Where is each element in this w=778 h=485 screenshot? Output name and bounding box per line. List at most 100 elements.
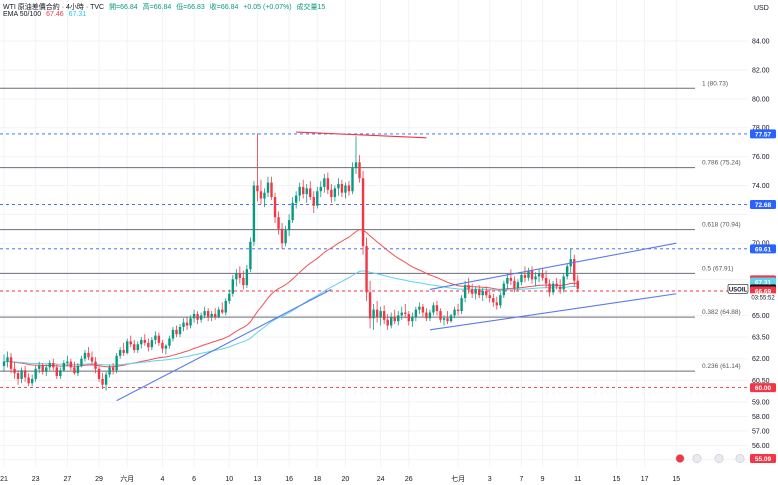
candle-body [13, 368, 16, 374]
candle-body [69, 361, 73, 368]
countdown-text: 03:55:52 [751, 295, 775, 301]
economic-event-icon [714, 453, 724, 463]
candle-body [344, 185, 347, 193]
price-tag-text: 69.61 [755, 246, 772, 253]
ohlc-close: 收=66.84 [209, 4, 239, 11]
candle-body [544, 277, 548, 284]
candle-body [530, 270, 534, 280]
time-axis-label: 15 [672, 476, 680, 483]
candle-body [136, 344, 139, 351]
candle-body [62, 363, 66, 371]
price-axis-label: 57.00 [752, 428, 770, 435]
candle-body [171, 329, 175, 339]
price-tag-bg [750, 200, 776, 210]
candle-body [326, 178, 330, 190]
candle-body [224, 300, 227, 313]
candle-body [266, 182, 270, 193]
candle-body [474, 289, 477, 294]
candle-body [386, 319, 389, 326]
time-axis-label: 20 [342, 476, 350, 483]
candle-body [199, 315, 203, 320]
price-axis-label: 78.00 [752, 125, 770, 132]
legend-ema[interactable]: EMA 50/100 67.46 67.31 [3, 11, 89, 18]
candle-body [126, 341, 129, 353]
event-flag-icon [675, 453, 685, 463]
fibonacci-retracement[interactable]: 1 (80.73) 0.786 (75.24) 0.618 (70.94) 0.5 (… [0, 80, 741, 372]
grid [0, 0, 748, 467]
candle-body [453, 309, 456, 316]
symbol-name: WTI 原油差價合約 · 4小時 · TVC [3, 4, 105, 11]
price-axis-label: 63.50 [752, 335, 770, 342]
candle-body [87, 352, 90, 358]
candle-body [280, 228, 284, 244]
price-axis[interactable]: 56.00 57.00 58.00 59.00 60.50 62.00 63.50 65.00… [752, 5, 770, 450]
fib-level-label: 0.618 (70.94) [702, 222, 741, 229]
candle-body [90, 357, 94, 362]
candle-body [66, 361, 69, 364]
candle-body [143, 339, 146, 343]
candle-body [2, 361, 6, 366]
candle-body [38, 365, 41, 369]
price-axis-label: 70.00 [752, 241, 770, 248]
ohlc-change: +0.05 (+0.07%) [243, 4, 292, 11]
candle-body [495, 302, 498, 306]
price-tag-bg [750, 244, 776, 254]
candle-body [513, 280, 516, 288]
event-icons[interactable] [675, 453, 745, 463]
candle-body [312, 197, 315, 206]
candle-body [558, 286, 562, 290]
candle-body [122, 350, 125, 353]
candle-body [245, 269, 249, 286]
price-tag-bg [750, 129, 776, 139]
candle-body [94, 361, 97, 369]
candle-body [150, 339, 154, 348]
support-trendline [116, 288, 332, 402]
candle-body [30, 378, 34, 384]
candle-body [182, 322, 185, 327]
time-axis-label: 27 [63, 476, 71, 483]
candle-body [147, 342, 150, 348]
candle-body [20, 370, 23, 379]
candle-body [435, 305, 439, 312]
candle-body [175, 329, 178, 335]
candle-body [129, 341, 132, 345]
candle-body [235, 273, 238, 280]
price-tag-text: 67.31 [755, 280, 772, 287]
candle-body [460, 298, 463, 312]
candle-body [9, 357, 13, 369]
candle-body [316, 191, 319, 206]
ema100-line [3, 270, 578, 366]
candle-body [485, 290, 488, 296]
trendline-drawings[interactable] [116, 131, 677, 402]
channel-lower-line [429, 293, 677, 331]
candle-body [537, 273, 541, 277]
candle-body [157, 335, 161, 343]
candle-body [411, 316, 414, 322]
time-axis-label: 六月 [120, 474, 134, 483]
candle-body [347, 185, 351, 192]
price-tag-text: 72.68 [755, 202, 772, 209]
candle-body [203, 311, 206, 316]
ema-lines [3, 228, 578, 368]
candle-body [284, 230, 287, 244]
candle-body [192, 313, 196, 319]
candle-body [185, 322, 189, 326]
candle-body [478, 289, 481, 296]
time-axis-label: 7 [519, 476, 523, 483]
candle-body [104, 374, 108, 385]
candle-body [365, 246, 368, 293]
price-axis-label: 62.00 [752, 356, 770, 363]
candle-body [178, 326, 182, 335]
candle-body [456, 309, 460, 312]
time-axis[interactable]: 21 23 27 29 六月 4 6 10 13 16 18 20 24 26 七月 3 7 9 11 15 17 15 [0, 474, 680, 483]
volume-label: 成交量15 [296, 4, 326, 11]
candle-body [298, 186, 301, 196]
candle-body [231, 279, 234, 294]
horizontal-levels[interactable] [0, 133, 748, 389]
candle-body [562, 276, 565, 290]
candle-body [302, 186, 305, 195]
candle-body [305, 188, 308, 195]
candle-body [259, 191, 263, 199]
candle-body [319, 186, 322, 192]
